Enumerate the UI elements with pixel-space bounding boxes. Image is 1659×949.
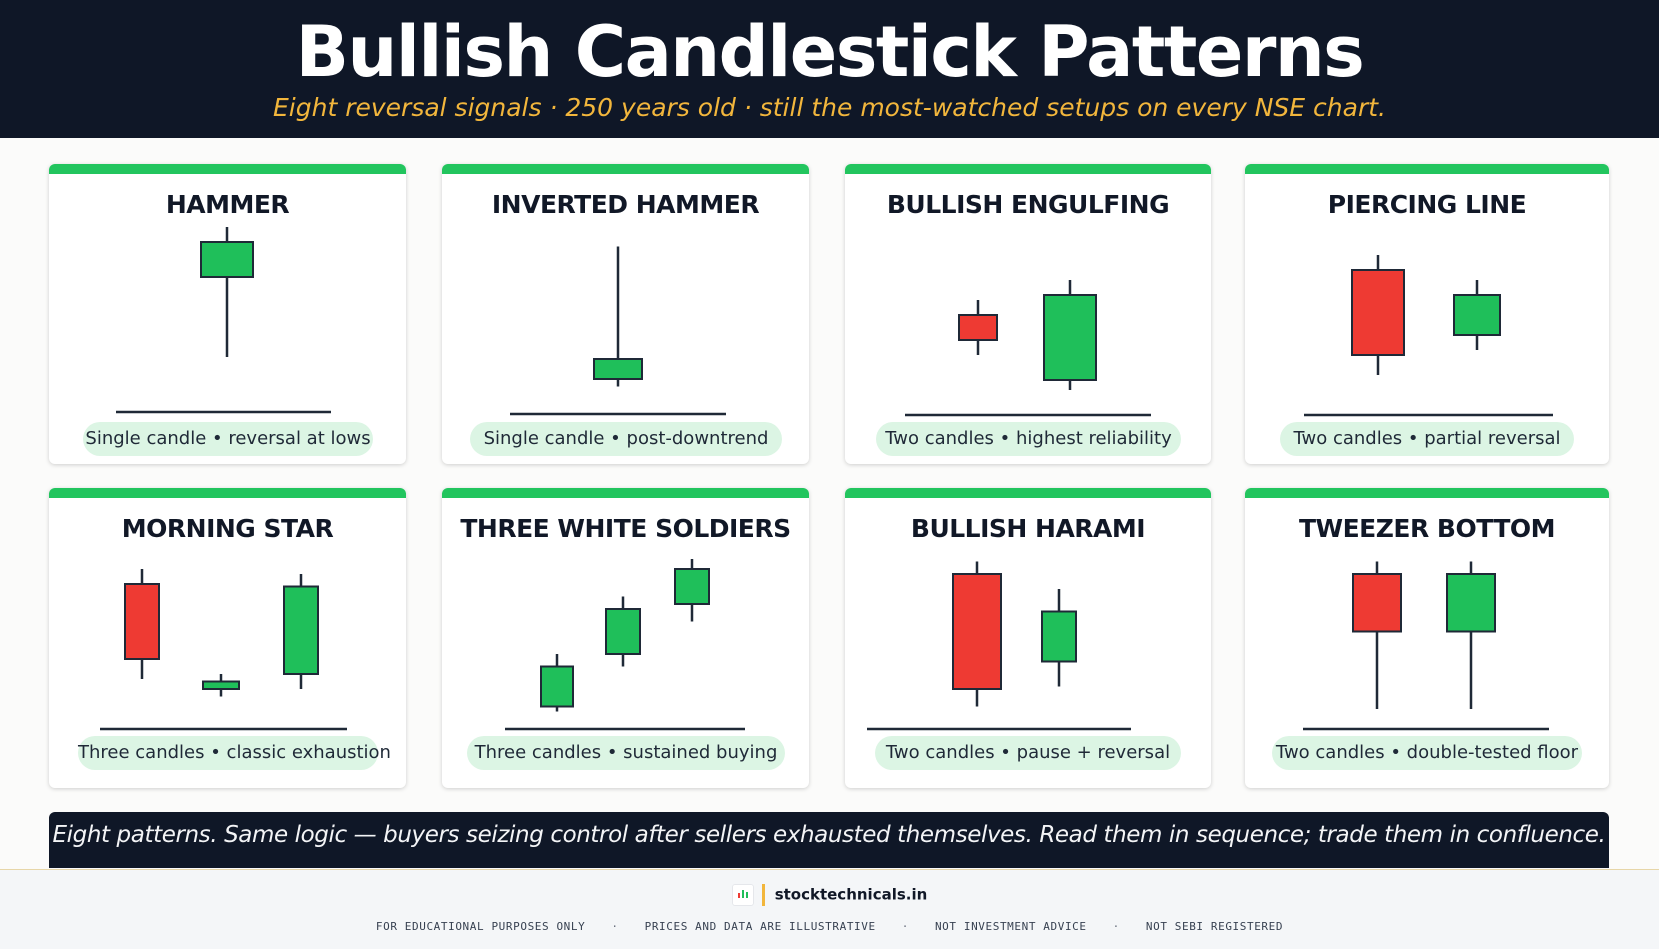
candlestick-chart xyxy=(1303,561,1549,731)
pattern-caption: Two candles • highest reliability xyxy=(876,422,1181,456)
separator-dot: · xyxy=(611,920,619,933)
candlestick-chart xyxy=(867,561,1131,731)
card-accent-bar xyxy=(49,488,406,498)
pattern-card: BULLISH ENGULFING Two candles • highest r… xyxy=(845,164,1211,464)
bullish-candle-body xyxy=(283,585,319,675)
candlestick-chart xyxy=(116,227,331,414)
header: Bullish Candlestick Patterns Eight rever… xyxy=(0,0,1659,138)
card-accent-bar xyxy=(1245,164,1609,174)
pattern-caption: Two candles • pause + reversal xyxy=(875,736,1181,770)
card-accent-bar xyxy=(845,164,1211,174)
pattern-title: INVERTED HAMMER xyxy=(491,190,760,219)
disclaimer-item: NOT SEBI REGISTERED xyxy=(1145,920,1284,933)
pattern-title: TWEEZER BOTTOM xyxy=(1298,514,1556,543)
candlestick-logo-icon xyxy=(731,884,754,906)
card-accent-bar xyxy=(1245,488,1609,498)
bearish-candle-body xyxy=(1352,573,1402,633)
separator-dot: · xyxy=(901,920,909,933)
pattern-caption: Single candle • reversal at lows xyxy=(83,422,373,456)
bearish-candle-body xyxy=(1351,269,1405,356)
pattern-title: BULLISH ENGULFING xyxy=(886,190,1170,219)
brand-name[interactable]: stocktechnicals.in xyxy=(774,885,928,904)
pattern-card: INVERTED HAMMER Single candle • post-down… xyxy=(442,164,809,464)
pattern-title: BULLISH HARAMI xyxy=(910,514,1146,543)
pattern-card: TWEEZER BOTTOM Two candles • double-teste… xyxy=(1245,488,1609,788)
pattern-title: THREE WHITE SOLDIERS xyxy=(460,514,791,543)
candlestick-chart xyxy=(505,559,745,731)
pattern-title: MORNING STAR xyxy=(121,514,334,543)
brand-divider xyxy=(761,884,765,906)
pattern-card: PIERCING LINE Two candles • partial rever… xyxy=(1245,164,1609,464)
candlestick-chart xyxy=(100,569,347,731)
bullish-candle-body xyxy=(1043,294,1097,381)
bullish-candle-body xyxy=(540,665,574,708)
card-accent-bar xyxy=(442,164,809,174)
bullish-candle-body xyxy=(1041,610,1077,663)
separator-dot: · xyxy=(1112,920,1120,933)
card-accent-bar xyxy=(845,488,1211,498)
bullish-candle-body xyxy=(202,680,240,690)
pattern-caption: Three candles • sustained buying xyxy=(467,736,785,770)
candlestick-chart xyxy=(510,246,726,416)
bearish-candle-body xyxy=(958,314,998,341)
summary-banner: Eight patterns. Same logic — buyers seiz… xyxy=(49,812,1609,868)
footer: stocktechnicals.in FOR EDUCATIONAL PURPO… xyxy=(0,869,1659,949)
summary-banner-text: Eight patterns. Same logic — buyers seiz… xyxy=(52,822,1606,848)
bearish-candle-body xyxy=(124,583,160,660)
card-accent-bar xyxy=(49,164,406,174)
disclaimer-row: FOR EDUCATIONAL PURPOSES ONLY · PRICES AND… xyxy=(0,920,1659,933)
disclaimer-item: NOT INVESTMENT ADVICE xyxy=(934,920,1087,933)
card-accent-bar xyxy=(442,488,809,498)
pattern-card: BULLISH HARAMI Two candles • pause + reve… xyxy=(845,488,1211,788)
candlestick-chart xyxy=(905,280,1151,417)
disclaimer-item: PRICES AND DATA ARE ILLUSTRATIVE xyxy=(644,920,876,933)
pattern-card: MORNING STAR Three candles • classic exha… xyxy=(49,488,406,788)
page-title: Bullish Candlestick Patterns xyxy=(295,11,1365,93)
candlestick-chart xyxy=(1304,255,1553,417)
pattern-caption: Two candles • partial reversal xyxy=(1280,422,1574,456)
bullish-candle-body xyxy=(1446,573,1496,633)
pattern-card: THREE WHITE SOLDIERS Three candles • sust… xyxy=(442,488,809,788)
pattern-title: HAMMER xyxy=(165,190,290,219)
disclaimer-item: FOR EDUCATIONAL PURPOSES ONLY xyxy=(375,920,586,933)
brand: stocktechnicals.in xyxy=(0,884,1659,906)
page-subtitle: Eight reversal signals · 250 years old ·… xyxy=(273,93,1386,122)
pattern-title: PIERCING LINE xyxy=(1327,190,1527,219)
pattern-caption: Three candles • classic exhaustion xyxy=(78,736,391,770)
bullish-candle-body xyxy=(593,358,643,380)
bullish-candle-body xyxy=(674,568,710,605)
bullish-candle-body xyxy=(605,608,641,655)
bullish-candle-body xyxy=(1453,294,1501,336)
pattern-card: HAMMER Single candle • reversal at lows xyxy=(49,164,406,464)
bearish-candle-body xyxy=(952,573,1002,690)
pattern-caption: Two candles • double-tested floor xyxy=(1272,736,1582,770)
pattern-caption: Single candle • post-downtrend xyxy=(470,422,782,456)
bullish-candle-body xyxy=(200,241,254,278)
